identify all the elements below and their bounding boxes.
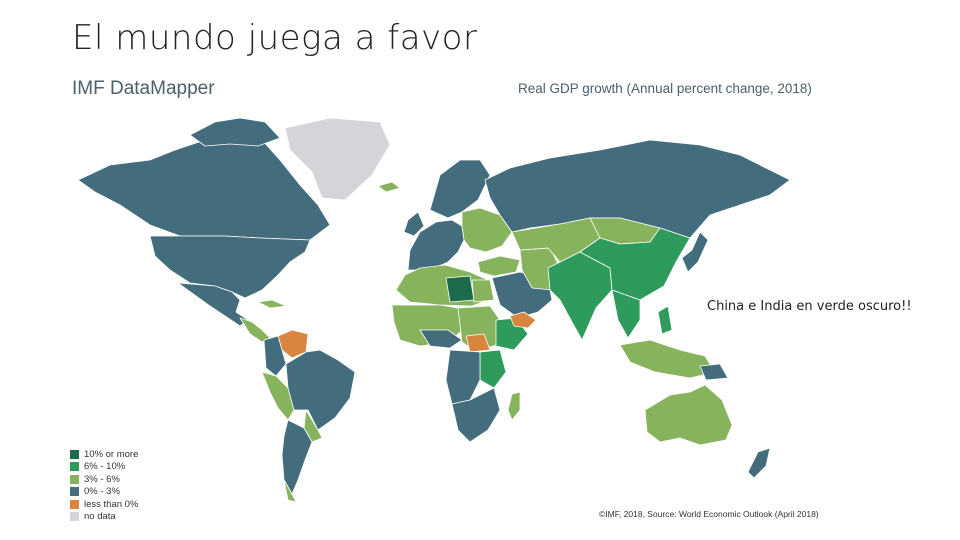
region-indochina: [611, 289, 641, 339]
region-maritime-sea: [619, 339, 716, 379]
region-southern-cone: [281, 419, 313, 495]
map-title: Real GDP growth (Annual percent change, …: [518, 81, 812, 96]
region-canada-alaska: [77, 129, 331, 241]
legend-item: less than 0%: [70, 498, 138, 511]
imf-datamapper-logo: IMF DataMapper: [72, 78, 215, 99]
region-turkey: [477, 255, 521, 277]
world-gdp-growth-map: [77, 117, 791, 503]
legend-label: less than 0%: [84, 498, 139, 510]
region-korea-japan: [681, 231, 709, 273]
region-brazil: [285, 349, 356, 431]
region-andes-west: [261, 371, 295, 421]
region-scandinavia: [429, 159, 491, 219]
region-iceland: [377, 181, 401, 193]
region-madagascar: [507, 391, 521, 421]
region-south-asia: [547, 251, 613, 341]
map-legend: 10% or more 6% - 10% 3% - 6% 0% - 3% les…: [70, 448, 138, 523]
legend-item: 10% or more: [70, 448, 138, 461]
legend-swatch: [70, 462, 79, 472]
legend-item: 6% - 10%: [70, 461, 138, 474]
legend-swatch: [70, 512, 79, 522]
annotation-text: China e India en verde oscuro!!: [707, 299, 912, 314]
region-patagonia: [283, 479, 297, 503]
legend-swatch: [70, 487, 79, 497]
legend-item: 3% - 6%: [70, 473, 138, 486]
region-new-zealand: [747, 447, 771, 479]
legend-item: 0% - 3%: [70, 486, 138, 499]
legend-item: no data: [70, 511, 138, 524]
region-paraguay-uruguay: [303, 409, 323, 443]
legend-label: 3% - 6%: [84, 473, 120, 485]
region-yemen: [509, 311, 537, 329]
region-central-america: [239, 317, 271, 343]
region-usa: [149, 235, 311, 299]
region-libya: [445, 275, 475, 303]
region-nigeria-gulf: [419, 329, 463, 349]
region-south-sudan: [465, 333, 491, 353]
source-credit: ©IMF, 2018, Source: World Economic Outlo…: [599, 509, 819, 519]
region-egypt: [471, 279, 495, 303]
legend-label: no data: [84, 511, 116, 523]
region-congo-angola: [445, 349, 481, 405]
legend-swatch: [70, 499, 79, 509]
legend-label: 0% - 3%: [84, 486, 120, 498]
region-eastern-europe: [461, 207, 513, 253]
region-arctic-islands: [189, 117, 281, 147]
region-australia: [644, 384, 733, 446]
region-southern-africa: [451, 387, 501, 443]
region-uk-ireland: [403, 211, 425, 237]
slide-title: El mundo juega a favor: [72, 18, 478, 58]
legend-label: 10% or more: [84, 448, 139, 460]
legend-swatch: [70, 474, 79, 484]
region-mexico: [177, 282, 249, 327]
legend-swatch: [70, 449, 79, 459]
region-east-africa: [479, 349, 507, 389]
region-png: [699, 363, 729, 381]
region-china: [579, 227, 691, 301]
region-philippines: [657, 305, 673, 335]
region-cuba: [257, 299, 287, 309]
legend-label: 6% - 10%: [84, 461, 126, 473]
region-greenland: [284, 117, 391, 201]
